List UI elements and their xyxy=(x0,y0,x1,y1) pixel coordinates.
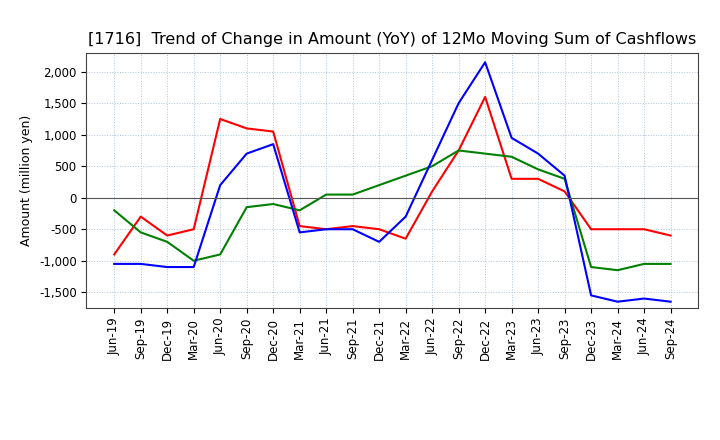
Free Cashflow xyxy=(136,261,145,267)
Free Cashflow xyxy=(481,59,490,65)
Operating Cashflow xyxy=(136,214,145,219)
Investing Cashflow xyxy=(587,264,595,270)
Free Cashflow xyxy=(454,101,463,106)
Free Cashflow xyxy=(560,173,569,178)
Free Cashflow xyxy=(534,151,542,156)
Investing Cashflow xyxy=(454,148,463,153)
Line: Investing Cashflow: Investing Cashflow xyxy=(114,150,670,270)
Title: [1716]  Trend of Change in Amount (YoY) of 12Mo Moving Sum of Cashflows: [1716] Trend of Change in Amount (YoY) o… xyxy=(89,33,696,48)
Investing Cashflow xyxy=(110,208,119,213)
Operating Cashflow xyxy=(163,233,171,238)
Investing Cashflow xyxy=(666,261,675,267)
Investing Cashflow xyxy=(243,205,251,210)
Free Cashflow xyxy=(428,157,436,162)
Operating Cashflow xyxy=(322,227,330,232)
Operating Cashflow xyxy=(481,94,490,99)
Free Cashflow xyxy=(348,227,357,232)
Investing Cashflow xyxy=(322,192,330,197)
Free Cashflow xyxy=(587,293,595,298)
Operating Cashflow xyxy=(640,227,649,232)
Operating Cashflow xyxy=(375,227,384,232)
Operating Cashflow xyxy=(666,233,675,238)
Operating Cashflow xyxy=(534,176,542,181)
Investing Cashflow xyxy=(189,258,198,264)
Investing Cashflow xyxy=(640,261,649,267)
Free Cashflow xyxy=(322,227,330,232)
Operating Cashflow xyxy=(269,129,277,134)
Operating Cashflow xyxy=(348,224,357,229)
Operating Cashflow xyxy=(401,236,410,241)
Investing Cashflow xyxy=(560,176,569,181)
Investing Cashflow xyxy=(348,192,357,197)
Operating Cashflow xyxy=(587,227,595,232)
Investing Cashflow xyxy=(428,164,436,169)
Investing Cashflow xyxy=(481,151,490,156)
Operating Cashflow xyxy=(295,224,304,229)
Investing Cashflow xyxy=(508,154,516,159)
Free Cashflow xyxy=(613,299,622,304)
Operating Cashflow xyxy=(613,227,622,232)
Investing Cashflow xyxy=(269,202,277,207)
Operating Cashflow xyxy=(428,189,436,194)
Line: Operating Cashflow: Operating Cashflow xyxy=(114,97,670,254)
Investing Cashflow xyxy=(136,230,145,235)
Operating Cashflow xyxy=(508,176,516,181)
Investing Cashflow xyxy=(401,173,410,178)
Investing Cashflow xyxy=(216,252,225,257)
Operating Cashflow xyxy=(189,227,198,232)
Free Cashflow xyxy=(401,214,410,219)
Operating Cashflow xyxy=(110,252,119,257)
Operating Cashflow xyxy=(216,116,225,121)
Investing Cashflow xyxy=(295,208,304,213)
Investing Cashflow xyxy=(613,268,622,273)
Free Cashflow xyxy=(189,264,198,270)
Free Cashflow xyxy=(375,239,384,245)
Free Cashflow xyxy=(508,135,516,140)
Free Cashflow xyxy=(216,183,225,188)
Operating Cashflow xyxy=(560,189,569,194)
Free Cashflow xyxy=(110,261,119,267)
Operating Cashflow xyxy=(454,148,463,153)
Investing Cashflow xyxy=(534,167,542,172)
Y-axis label: Amount (million yen): Amount (million yen) xyxy=(20,115,33,246)
Investing Cashflow xyxy=(163,239,171,245)
Free Cashflow xyxy=(269,142,277,147)
Free Cashflow xyxy=(666,299,675,304)
Line: Free Cashflow: Free Cashflow xyxy=(114,62,670,302)
Free Cashflow xyxy=(243,151,251,156)
Free Cashflow xyxy=(163,264,171,270)
Free Cashflow xyxy=(640,296,649,301)
Operating Cashflow xyxy=(243,126,251,131)
Investing Cashflow xyxy=(375,183,384,188)
Free Cashflow xyxy=(295,230,304,235)
